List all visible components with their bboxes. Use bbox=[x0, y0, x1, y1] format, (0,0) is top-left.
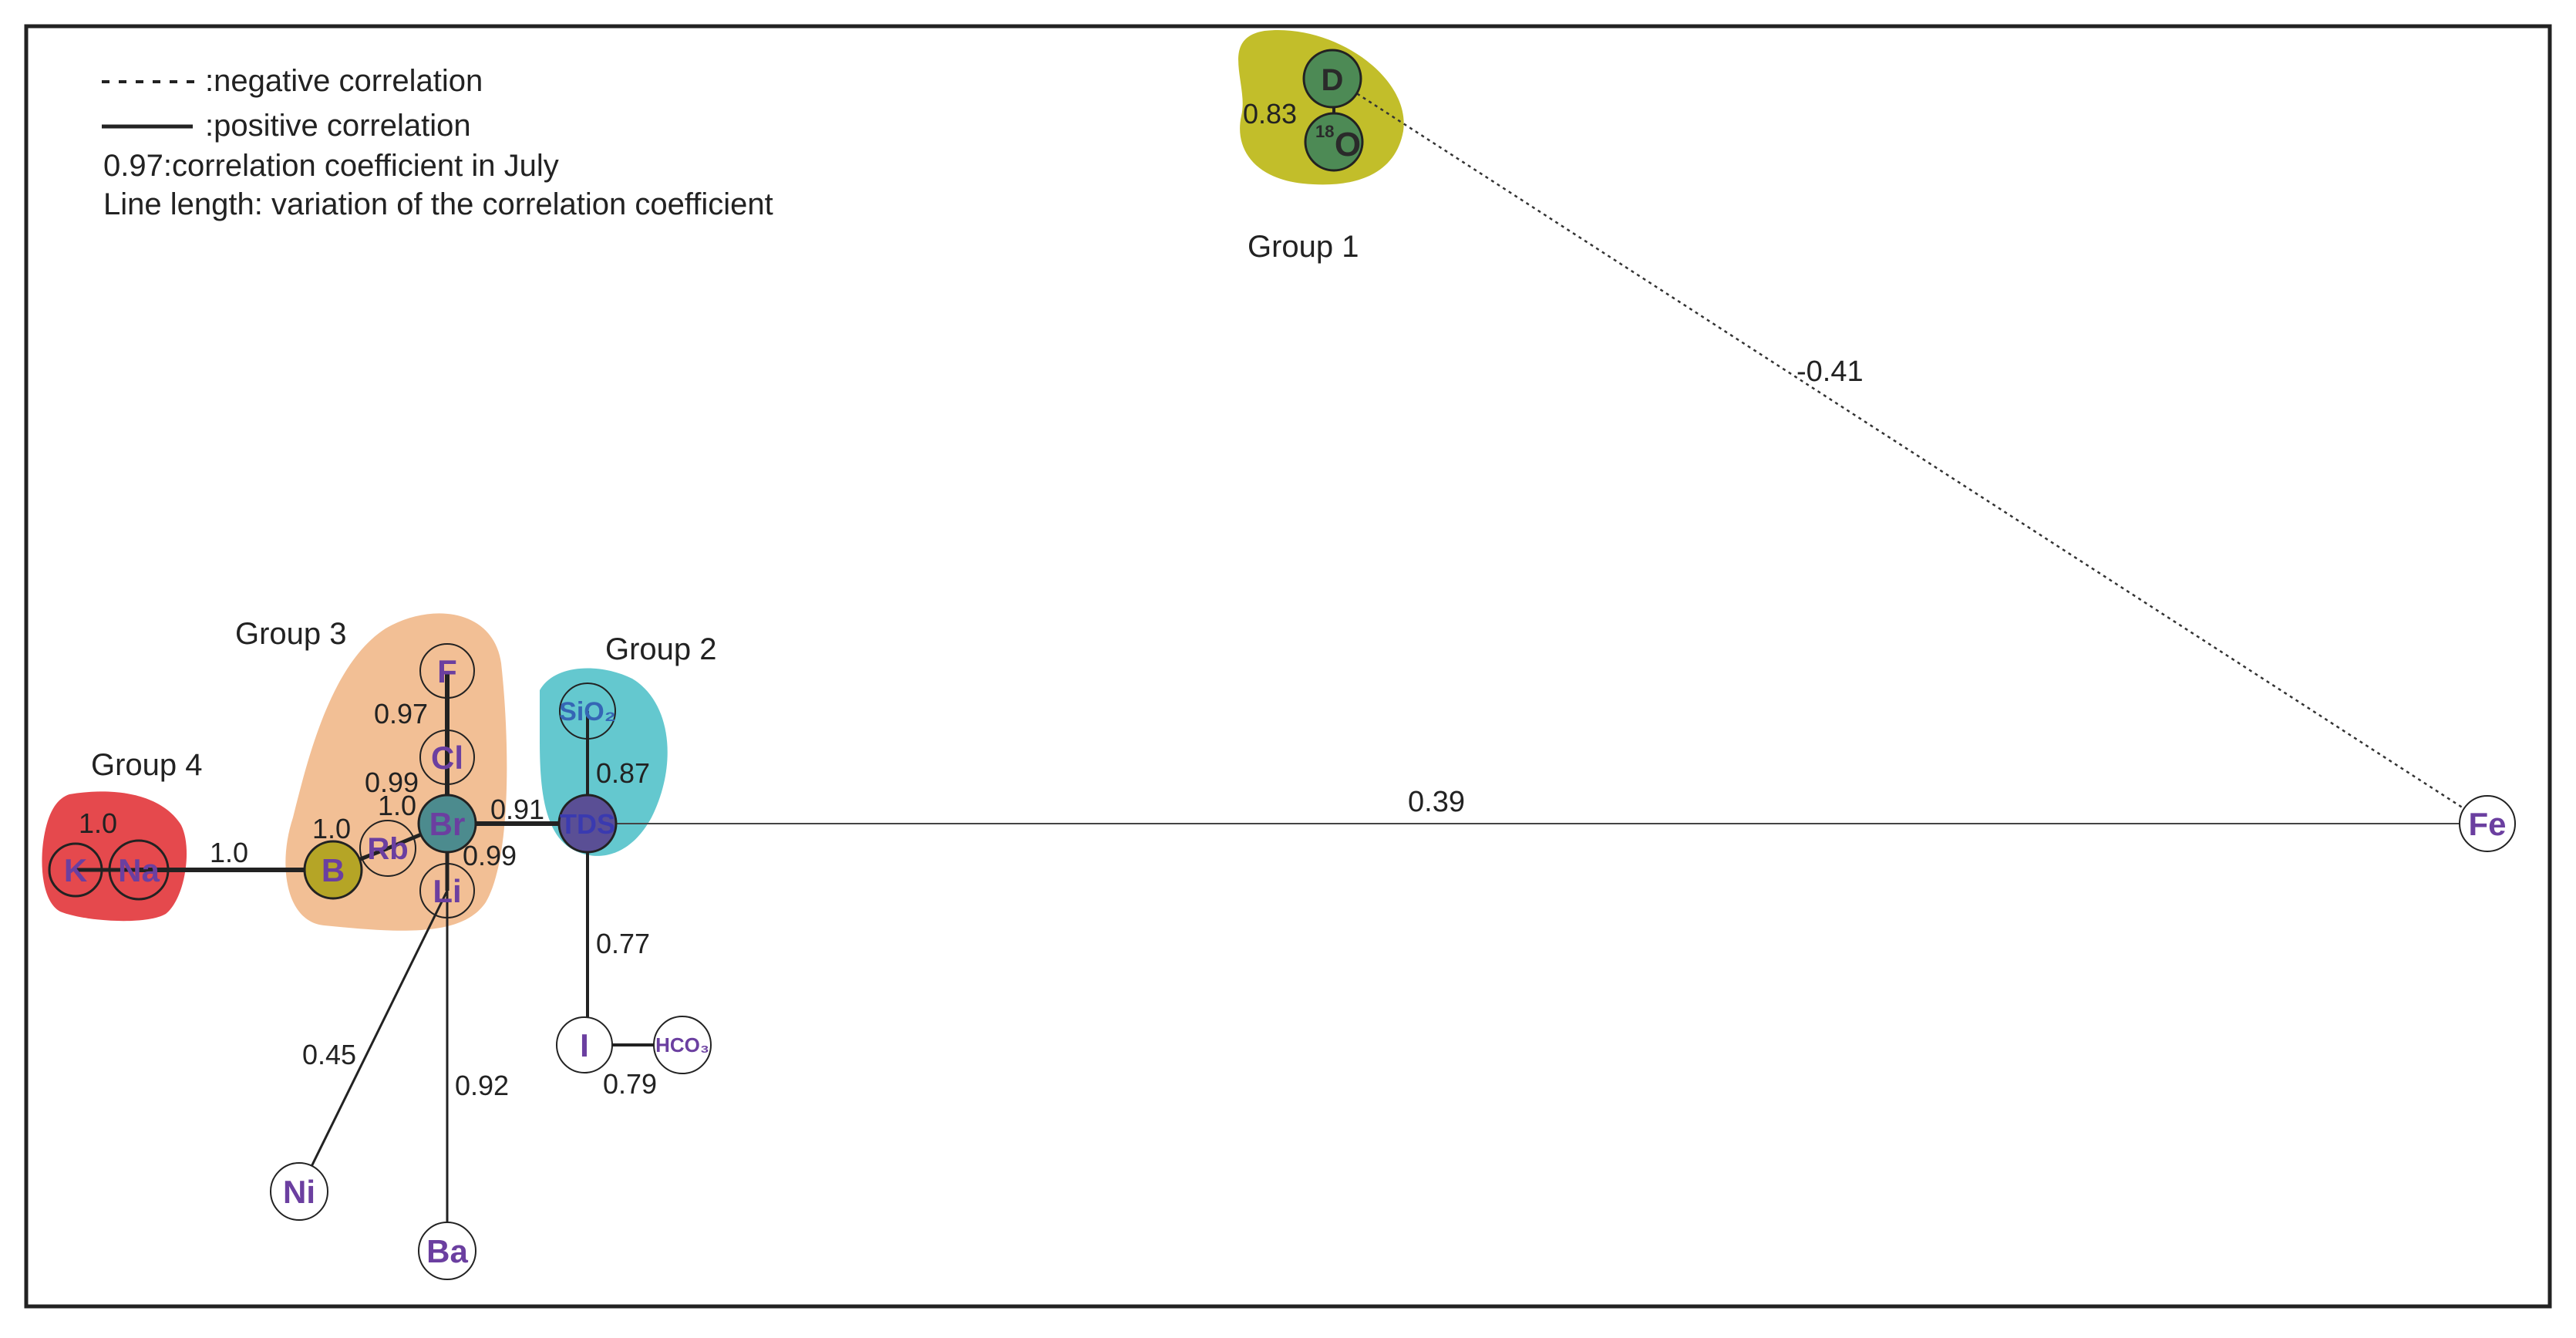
edge-label-B-Na: 1.0 bbox=[210, 837, 248, 868]
node-SiO2-circle bbox=[559, 682, 616, 740]
node-HCO3: HCO₃ bbox=[653, 1016, 712, 1074]
node-D: D bbox=[1302, 49, 1362, 109]
node-O18: 18 O bbox=[1304, 112, 1364, 172]
edge-label-Li-Ni: 0.45 bbox=[302, 1039, 356, 1070]
node-Rb-circle bbox=[359, 820, 416, 877]
edge-label-Br-TDS: 0.91 bbox=[490, 794, 544, 825]
edge-label-D-Fe: -0.41 bbox=[1796, 356, 1864, 388]
node-Ni: Ni bbox=[270, 1162, 328, 1221]
node-Ni-circle bbox=[270, 1162, 328, 1221]
group-4-region bbox=[42, 791, 187, 922]
node-B-label: B bbox=[322, 852, 345, 888]
node-F-label: F bbox=[437, 653, 457, 689]
node-B: B bbox=[303, 840, 363, 900]
edge-label-Br-Rb: 1.0 bbox=[378, 790, 416, 821]
node-Cl-circle bbox=[419, 730, 475, 785]
node-Ba: Ba bbox=[418, 1222, 476, 1280]
variable-nodes: D 18 O SiO₂ TDS F Cl Br Rb bbox=[48, 49, 2516, 1280]
edge-label-Cl-Br: 0.99 bbox=[365, 767, 419, 798]
node-O18-circle bbox=[1304, 112, 1364, 172]
edge-label-Br-Li: 0.99 bbox=[463, 840, 517, 871]
legend: :negative correlation :positive correlat… bbox=[102, 64, 773, 221]
node-Fe-label: Fe bbox=[2468, 806, 2506, 842]
edge-label-K-Na: 1.0 bbox=[79, 807, 117, 839]
node-HCO3-label: HCO₃ bbox=[655, 1033, 709, 1057]
node-Ni-label: Ni bbox=[283, 1174, 315, 1210]
group-3-label: Group 3 bbox=[235, 617, 347, 651]
node-O18-superscript: 18 bbox=[1315, 122, 1334, 141]
edge-label-Rb-B: 1.0 bbox=[312, 813, 351, 844]
node-Br: Br bbox=[417, 794, 477, 854]
node-K-circle bbox=[48, 842, 103, 898]
node-B-circle bbox=[303, 840, 363, 900]
edge-label-TDS-I: 0.77 bbox=[596, 928, 650, 959]
node-SiO2-label: SiO₂ bbox=[559, 697, 616, 726]
node-SiO2: SiO₂ bbox=[559, 682, 616, 740]
node-Na-circle bbox=[108, 839, 170, 901]
node-Cl-label: Cl bbox=[431, 740, 463, 776]
node-I-circle bbox=[556, 1016, 613, 1073]
node-Fe: Fe bbox=[2459, 795, 2516, 852]
node-Rb: Rb bbox=[359, 820, 416, 877]
legend-length-note: Line length: variation of the correlatio… bbox=[103, 187, 773, 221]
node-K: K bbox=[48, 842, 103, 898]
node-TDS-label: TDS bbox=[560, 808, 615, 840]
edge-label-F-Cl: 0.97 bbox=[374, 698, 428, 730]
legend-negative-label: :negative correlation bbox=[205, 64, 483, 98]
node-Na: Na bbox=[108, 839, 170, 901]
legend-coefficient-note: 0.97:correlation coefficient in July bbox=[103, 149, 559, 183]
node-Li: Li bbox=[419, 863, 475, 918]
legend-positive-label: :positive correlation bbox=[205, 109, 471, 143]
node-O18-label: O bbox=[1335, 126, 1361, 163]
node-F-circle bbox=[419, 643, 475, 699]
node-D-circle bbox=[1302, 49, 1362, 109]
node-TDS-circle bbox=[557, 794, 618, 854]
node-Br-circle bbox=[417, 794, 477, 854]
node-HCO3-circle bbox=[653, 1016, 712, 1074]
edge-label-Li-Ba: 0.92 bbox=[455, 1070, 509, 1101]
edge-Li-Ni bbox=[298, 890, 449, 1192]
node-D-label: D bbox=[1322, 63, 1344, 97]
node-Li-label: Li bbox=[433, 873, 461, 909]
node-Rb-label: Rb bbox=[367, 832, 408, 866]
node-TDS: TDS bbox=[557, 794, 618, 854]
edge-value-labels: 0.83 -0.41 0.39 0.87 0.77 0.79 0.91 0.97… bbox=[79, 98, 1864, 1101]
node-Ba-label: Ba bbox=[426, 1233, 468, 1269]
group-1-label: Group 1 bbox=[1248, 230, 1359, 264]
edge-label-I-HCO3: 0.79 bbox=[603, 1068, 657, 1100]
node-I: I bbox=[556, 1016, 613, 1073]
node-K-label: K bbox=[64, 852, 87, 888]
node-I-label: I bbox=[580, 1027, 589, 1063]
node-F: F bbox=[419, 643, 475, 699]
node-Na-label: Na bbox=[118, 852, 160, 888]
node-Ba-circle bbox=[418, 1222, 476, 1280]
group-4-label: Group 4 bbox=[91, 748, 203, 782]
edge-label-SiO2-TDS: 0.87 bbox=[596, 757, 650, 789]
node-Li-circle bbox=[419, 863, 475, 918]
node-Fe-circle bbox=[2459, 795, 2516, 852]
edge-label-D-O18: 0.83 bbox=[1243, 98, 1297, 130]
group-2-label: Group 2 bbox=[605, 632, 717, 666]
node-Cl: Cl bbox=[419, 730, 475, 785]
node-Br-label: Br bbox=[429, 806, 466, 842]
edge-label-TDS-Fe: 0.39 bbox=[1408, 786, 1465, 818]
